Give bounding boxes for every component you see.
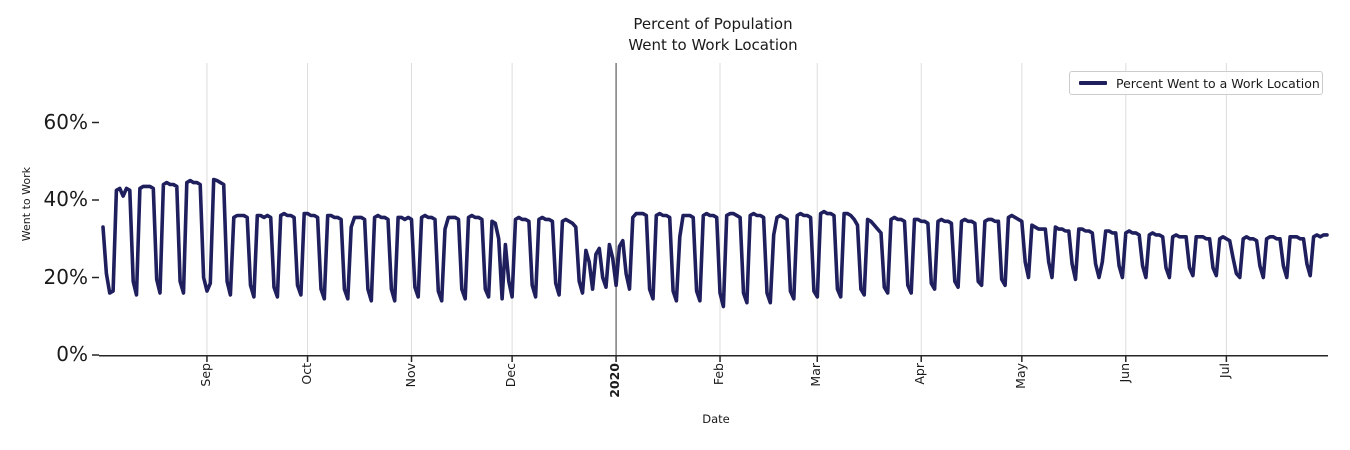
x-tick-label: Mar: [808, 363, 824, 387]
x-tick-label: Jul: [1217, 363, 1233, 379]
legend: Percent Went to a Work Location: [1069, 71, 1323, 95]
y-tick-label: 20%: [43, 264, 88, 289]
y-axis-title: Went to Work: [20, 167, 33, 242]
x-tick-label: Jun: [1116, 363, 1132, 383]
y-tick-label: 0%: [56, 342, 88, 366]
x-tick-label: Nov: [402, 363, 418, 388]
chart-title-line1: Percent of Population: [633, 15, 793, 33]
x-tick-label: Dec: [503, 363, 519, 388]
chart-title: Percent of Population Went to Work Locat…: [628, 14, 797, 56]
chart-title-line2: Went to Work Location: [628, 36, 798, 54]
legend-line-swatch: [1079, 81, 1107, 85]
x-tick-label: 2020: [607, 363, 623, 398]
y-tick-label: 40%: [43, 187, 88, 211]
legend-label: Percent Went to a Work Location: [1116, 75, 1320, 91]
x-tick-label: May: [1012, 363, 1028, 389]
x-tick-label: Apr: [912, 363, 928, 385]
x-axis-title: Date: [702, 412, 730, 426]
series-line: [101, 177, 1329, 309]
x-tick-label: Feb: [711, 363, 727, 386]
x-tick-label: Oct: [298, 363, 314, 385]
x-tick-label: Sep: [197, 363, 213, 387]
gridlines: [206, 63, 1227, 355]
y-tick-label: 60%: [43, 109, 88, 134]
axis-layer: [92, 121, 1328, 362]
